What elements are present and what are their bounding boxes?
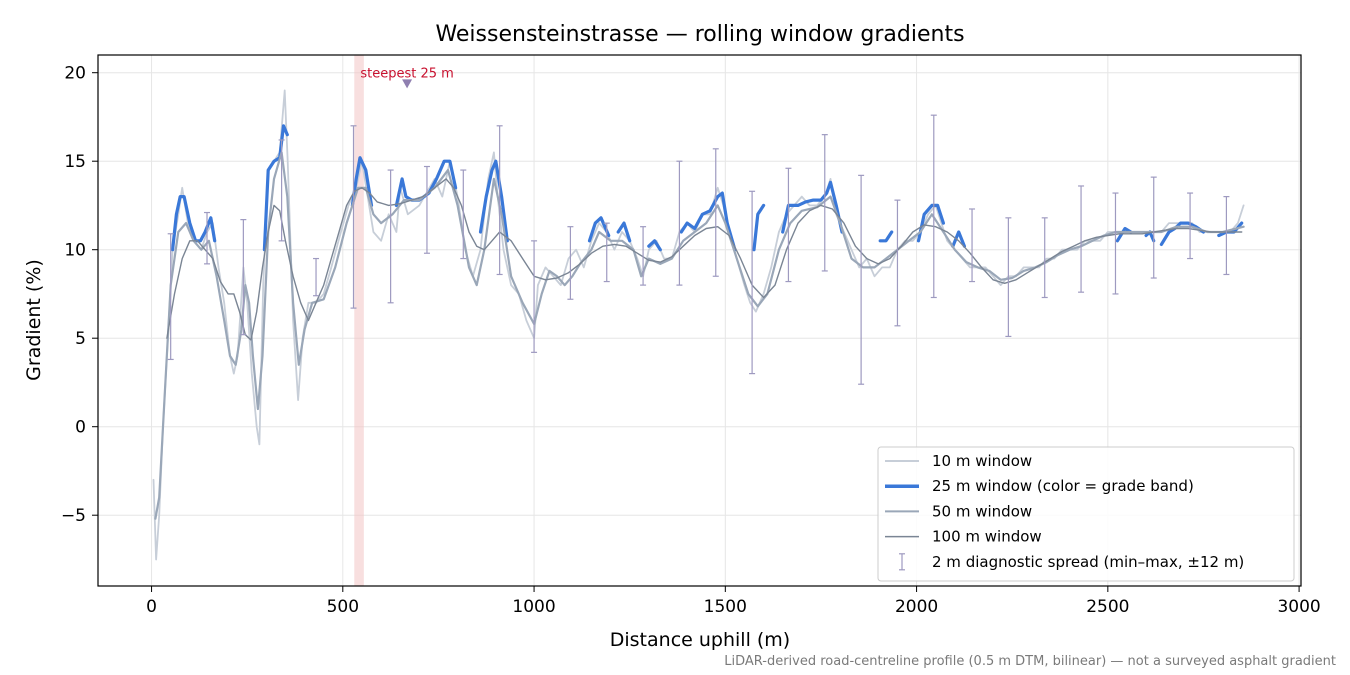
- diagnostic-errorbar: [1005, 217, 1012, 338]
- diagnostic-errorbar: [531, 240, 538, 353]
- legend-label: 25 m window (color = grade band): [932, 477, 1194, 495]
- y-tick-label: 15: [64, 152, 86, 172]
- diagnostic-errorbar: [567, 226, 574, 300]
- legend: 10 m window 25 m window (color = grade ba…: [877, 446, 1295, 582]
- diagnostic-errorbar: [204, 211, 211, 265]
- diagnostic-errorbar: [240, 219, 247, 336]
- series-1-segment: [350, 156, 374, 207]
- series-1-segment: [951, 230, 967, 248]
- series-1-segment: [1159, 221, 1206, 246]
- legend-label: 50 m window: [932, 502, 1032, 520]
- diagnostic-errorbar: [423, 165, 430, 254]
- diagnostic-errorbar: [460, 169, 467, 260]
- series-1-segment: [171, 195, 217, 252]
- y-tick-label: 5: [75, 329, 86, 349]
- diagnostic-errorbar: [1150, 176, 1157, 279]
- diagnostic-errorbar: [1187, 192, 1194, 260]
- plot-frame: [97, 54, 1302, 587]
- x-tick-label: 1000: [512, 597, 555, 617]
- legend-entry: 10 m window: [885, 452, 1032, 470]
- legend-label: 100 m window: [932, 528, 1042, 546]
- diagnostic-errorbar: [278, 139, 285, 242]
- diagnostic-errorbar: [350, 125, 357, 309]
- series-1-segment: [478, 159, 509, 243]
- diagnostic-errorbar: [1041, 217, 1048, 299]
- x-tick-label: 1500: [704, 597, 747, 617]
- x-tick-label: 2500: [1086, 597, 1129, 617]
- steepest-25m-highlight-band: [354, 55, 364, 586]
- diagnostic-errorbar: [640, 226, 647, 286]
- legend-label: 2 m diagnostic spread (min–max, ±12 m): [932, 553, 1244, 571]
- y-tick-label: −5: [61, 506, 86, 526]
- series-layer: [152, 89, 1245, 561]
- x-axis-label: Distance uphill (m): [610, 629, 790, 651]
- x-tick-label: 500: [327, 597, 359, 617]
- axis-ticks: 0 500 1000 1500 2000 2500 3000 −5 0 5 10 15 20: [61, 64, 1321, 617]
- diagnostic-errorbar: [603, 222, 610, 283]
- x-tick-label: 2000: [895, 597, 938, 617]
- legend-entry: 2 m diagnostic spread (min–max, ±12 m): [899, 553, 1244, 571]
- series-1-segment: [752, 203, 766, 252]
- series-1-segment: [616, 221, 632, 243]
- diagnostic-errorbar: [821, 134, 828, 272]
- series-1-segment: [587, 216, 611, 243]
- series-1-segment: [781, 180, 844, 234]
- diagnostic-errorbar: [969, 208, 976, 283]
- diagnostic-errorbar: [749, 190, 756, 375]
- legend-label: 10 m window: [932, 452, 1032, 470]
- series-1-segment: [679, 191, 737, 252]
- diagnostic-errorbar: [858, 174, 865, 385]
- chart-title: Weissensteinstrasse — rolling window gra…: [435, 22, 964, 47]
- legend-entry: 100 m window: [885, 528, 1042, 546]
- series-1-segment: [647, 239, 662, 252]
- series-1-segment: [1115, 226, 1133, 243]
- x-tick-label: 0: [146, 597, 157, 617]
- diagnostic-errorbar: [930, 114, 937, 299]
- series-2-line: [154, 151, 1245, 520]
- diagnostic-errorbar: [1112, 192, 1119, 295]
- diagnostic-errorbar: [313, 257, 320, 297]
- series-1-segment: [878, 230, 894, 243]
- y-tick-label: 10: [64, 241, 86, 261]
- diagnostic-errorbar: [1223, 196, 1230, 276]
- legend-entry: 25 m window (color = grade band): [885, 477, 1194, 495]
- diagnostic-errorbar: [387, 169, 394, 304]
- legend-entry: 50 m window: [885, 502, 1032, 520]
- series-3-line: [166, 178, 1243, 341]
- diagnostic-errorbar: [1078, 185, 1085, 293]
- diagnostic-errorbar: [496, 125, 503, 276]
- diagnostic-errorbar: [167, 233, 174, 361]
- steepest-annotation: steepest 25 m: [360, 66, 454, 89]
- diagnostic-errorbar: [894, 199, 901, 327]
- steepest-marker: [402, 79, 413, 89]
- steepest-label: steepest 25 m: [360, 66, 453, 81]
- diagnostic-errorbar: [785, 167, 792, 283]
- y-tick-label: 0: [75, 418, 86, 438]
- y-axis-label: Gradient (%): [23, 259, 45, 381]
- footnote: LiDAR-derived road-centreline profile (0…: [724, 654, 1336, 669]
- legend-box: [877, 446, 1295, 582]
- x-tick-label: 3000: [1277, 597, 1320, 617]
- diagnostic-errorbar: [712, 148, 719, 277]
- y-tick-label: 20: [64, 64, 86, 84]
- diagnostic-errorbar: [676, 160, 683, 286]
- series-1-segment: [262, 124, 289, 252]
- series-1-segment: [916, 203, 946, 243]
